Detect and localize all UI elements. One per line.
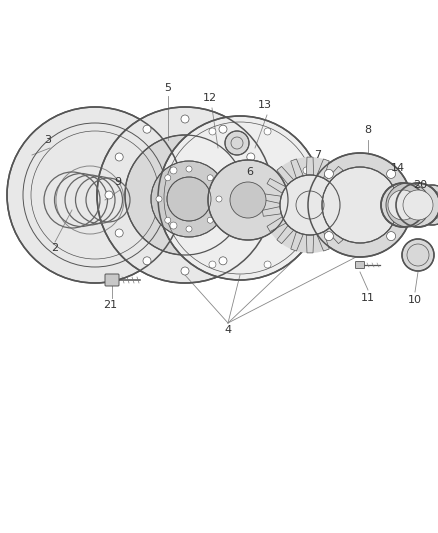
- Circle shape: [165, 175, 171, 181]
- Text: 21: 21: [103, 300, 117, 310]
- Text: 20: 20: [413, 180, 427, 190]
- Polygon shape: [334, 179, 353, 193]
- Circle shape: [115, 153, 123, 161]
- Text: 11: 11: [361, 293, 375, 303]
- Circle shape: [209, 261, 216, 268]
- Polygon shape: [262, 193, 281, 204]
- Circle shape: [181, 267, 189, 275]
- Circle shape: [396, 183, 438, 227]
- Polygon shape: [339, 207, 358, 216]
- Circle shape: [158, 116, 322, 280]
- Circle shape: [97, 107, 273, 283]
- Circle shape: [219, 257, 227, 265]
- Circle shape: [105, 191, 113, 199]
- Circle shape: [403, 190, 433, 220]
- Circle shape: [230, 182, 266, 218]
- Polygon shape: [262, 207, 281, 216]
- Circle shape: [262, 157, 358, 253]
- Text: 10: 10: [408, 295, 422, 305]
- Circle shape: [386, 183, 430, 227]
- Polygon shape: [306, 157, 314, 175]
- Circle shape: [418, 191, 438, 219]
- Circle shape: [225, 131, 249, 155]
- Circle shape: [303, 167, 310, 174]
- Text: 4: 4: [224, 325, 232, 335]
- Text: 14: 14: [391, 163, 405, 173]
- Circle shape: [219, 125, 227, 133]
- Polygon shape: [277, 225, 293, 244]
- Circle shape: [207, 217, 213, 223]
- Circle shape: [167, 177, 211, 221]
- Polygon shape: [277, 166, 293, 184]
- Circle shape: [247, 153, 255, 161]
- Circle shape: [165, 217, 171, 223]
- Polygon shape: [267, 179, 286, 193]
- Text: 3: 3: [45, 135, 52, 145]
- Circle shape: [7, 107, 183, 283]
- Polygon shape: [317, 159, 329, 178]
- Circle shape: [186, 226, 192, 232]
- Polygon shape: [326, 166, 343, 184]
- Circle shape: [325, 169, 333, 179]
- Text: 7: 7: [314, 150, 321, 160]
- Circle shape: [186, 166, 192, 172]
- Text: 9: 9: [114, 177, 122, 187]
- Circle shape: [208, 160, 288, 240]
- Circle shape: [170, 222, 177, 229]
- Text: 2: 2: [51, 243, 59, 253]
- Circle shape: [143, 125, 151, 133]
- Text: 5: 5: [165, 83, 172, 93]
- FancyBboxPatch shape: [392, 193, 428, 217]
- FancyBboxPatch shape: [253, 197, 308, 213]
- Circle shape: [207, 175, 213, 181]
- Circle shape: [303, 222, 310, 229]
- Circle shape: [151, 161, 227, 237]
- Polygon shape: [339, 193, 358, 204]
- Circle shape: [387, 169, 396, 179]
- Circle shape: [402, 239, 434, 271]
- Circle shape: [216, 196, 222, 202]
- Circle shape: [264, 261, 271, 268]
- Polygon shape: [291, 232, 303, 251]
- Polygon shape: [334, 217, 353, 231]
- Text: 12: 12: [203, 93, 217, 103]
- Circle shape: [156, 196, 162, 202]
- Polygon shape: [306, 235, 314, 253]
- FancyBboxPatch shape: [390, 187, 428, 223]
- Circle shape: [387, 232, 396, 240]
- Text: 6: 6: [247, 167, 254, 177]
- Text: 8: 8: [364, 125, 371, 135]
- Circle shape: [381, 183, 425, 227]
- Circle shape: [143, 257, 151, 265]
- Polygon shape: [326, 225, 343, 244]
- Circle shape: [125, 135, 245, 255]
- FancyBboxPatch shape: [356, 262, 364, 269]
- Circle shape: [257, 191, 265, 199]
- Circle shape: [264, 128, 271, 135]
- Circle shape: [181, 115, 189, 123]
- Polygon shape: [317, 232, 329, 251]
- Circle shape: [247, 229, 255, 237]
- Circle shape: [308, 153, 412, 257]
- Circle shape: [209, 128, 216, 135]
- Circle shape: [412, 185, 438, 225]
- Polygon shape: [267, 217, 286, 231]
- Text: 13: 13: [258, 100, 272, 110]
- Circle shape: [388, 190, 418, 220]
- Circle shape: [115, 229, 123, 237]
- FancyBboxPatch shape: [105, 274, 119, 286]
- Circle shape: [280, 175, 340, 235]
- Circle shape: [325, 232, 333, 240]
- Polygon shape: [291, 159, 303, 178]
- Circle shape: [170, 167, 177, 174]
- Circle shape: [322, 167, 398, 243]
